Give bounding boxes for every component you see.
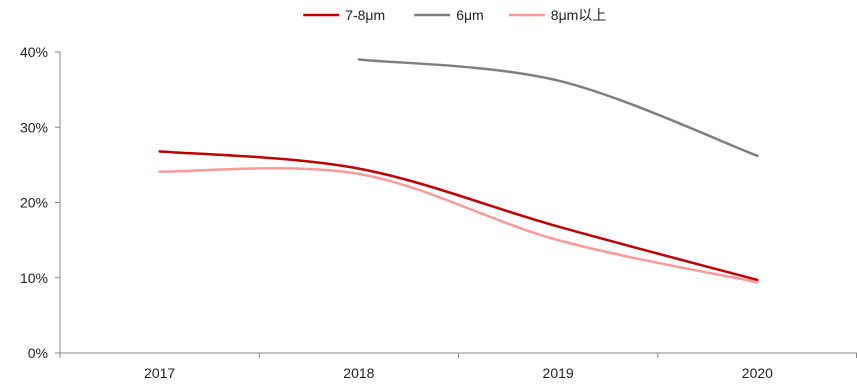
legend-label: 8μm以上 xyxy=(551,7,607,23)
y-tick-label: 30% xyxy=(20,119,48,135)
series-line-1 xyxy=(158,150,759,282)
x-tick-label: 2017 xyxy=(144,365,175,381)
y-tick-label: 0% xyxy=(28,345,48,361)
x-axis: 2017 2018 2019 2020 xyxy=(59,352,857,381)
legend-label: 6μm xyxy=(456,7,484,23)
legend-item-1: 7-8μm xyxy=(303,7,385,23)
series-line-2 xyxy=(357,58,759,158)
y-tick-label: 20% xyxy=(20,195,48,211)
y-axis: 0% 10% 20% 30% 40% xyxy=(20,44,61,361)
y-tick-label: 10% xyxy=(20,270,48,286)
legend: 7-8μm 6μm 8μm以上 xyxy=(303,7,606,23)
x-tick-label: 2019 xyxy=(543,365,574,381)
legend-label: 7-8μm xyxy=(345,7,385,23)
x-tick-label: 2018 xyxy=(343,365,374,381)
series-layer xyxy=(158,58,759,284)
x-tick-label: 2020 xyxy=(742,365,773,381)
legend-item-2: 6μm xyxy=(414,7,484,23)
y-tick-label: 40% xyxy=(20,44,48,60)
legend-item-3: 8μm以上 xyxy=(508,7,607,23)
series-line-3 xyxy=(158,167,759,284)
